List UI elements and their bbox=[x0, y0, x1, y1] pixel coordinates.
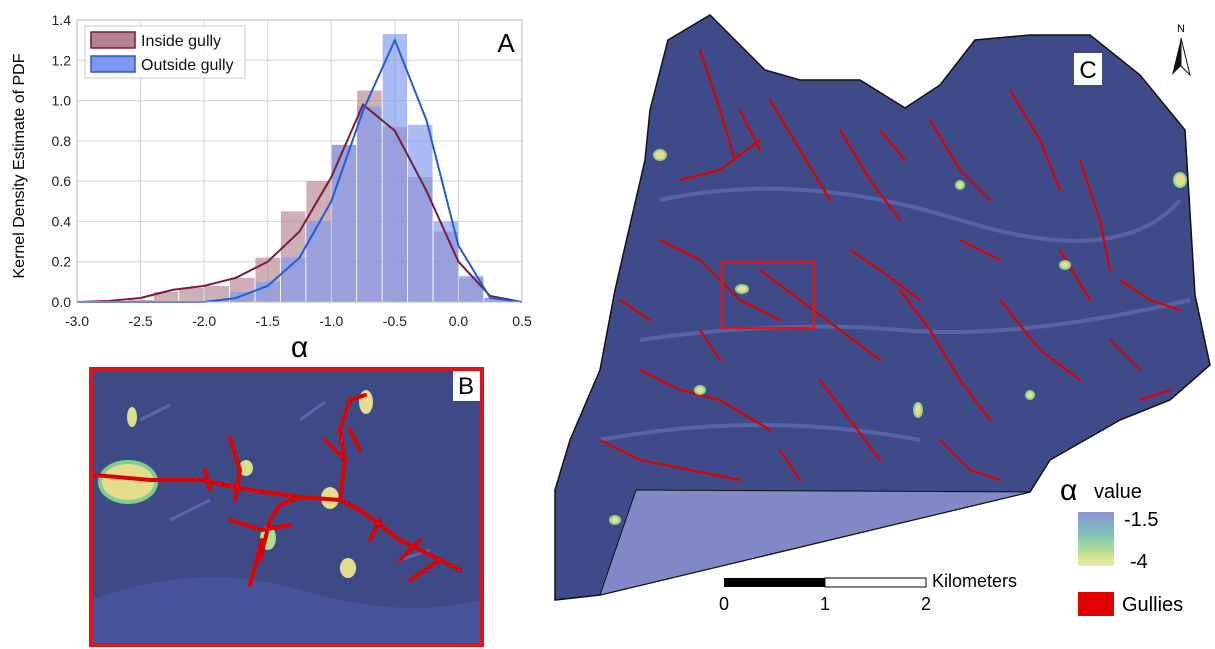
x-tick-label: -3.0 bbox=[65, 313, 89, 329]
bar bbox=[153, 291, 179, 302]
kde-line bbox=[76, 102, 523, 303]
y-tick-label: 0.6 bbox=[52, 173, 72, 189]
gully bbox=[598, 48, 1182, 482]
terrain bbox=[139, 400, 431, 562]
legend-high: -1.5 bbox=[1124, 509, 1158, 531]
bar bbox=[408, 124, 433, 302]
panel-c: C N Kilometers 0 1 2 α value -1.5 -4 Gul… bbox=[554, 14, 1211, 616]
scale-bar bbox=[824, 577, 927, 588]
legend-title: value bbox=[1094, 481, 1142, 503]
x-tick-label: -2.0 bbox=[192, 313, 216, 329]
x-tick-label: 0.0 bbox=[449, 313, 469, 329]
alpha-patch bbox=[98, 460, 158, 504]
map-b-content bbox=[91, 390, 482, 645]
bar bbox=[204, 285, 230, 302]
x-tick-label: -1.5 bbox=[256, 313, 280, 329]
alpha-patch bbox=[127, 407, 137, 427]
bar bbox=[128, 299, 153, 302]
north-arrow bbox=[1180, 37, 1191, 77]
bar bbox=[280, 257, 306, 302]
panel-label: B bbox=[458, 373, 474, 400]
y-tick-label: 0.8 bbox=[52, 133, 72, 149]
y-tick-label: 0.4 bbox=[52, 213, 72, 229]
map-c-area bbox=[554, 14, 1211, 601]
bar bbox=[357, 106, 382, 302]
x-tick-label: 0.5 bbox=[512, 313, 532, 329]
gullies-swatch bbox=[1078, 592, 1114, 616]
plot-frame bbox=[76, 19, 523, 303]
y-axis-label: Kernel Density Estimate of PDF bbox=[11, 53, 28, 278]
alpha-patch bbox=[239, 460, 253, 476]
legend-swatch bbox=[90, 55, 136, 73]
legend-label: Outside gully bbox=[141, 57, 234, 74]
legend-symbol: α bbox=[1060, 474, 1077, 507]
bar bbox=[382, 34, 408, 302]
legend-gullies: Gullies bbox=[1122, 594, 1183, 616]
y-tick-label: 1.4 bbox=[52, 12, 72, 28]
y-tick-label: 0.2 bbox=[52, 254, 72, 270]
panel-label: C bbox=[1079, 57, 1096, 84]
x-tick-label: -1.0 bbox=[319, 313, 343, 329]
scale-label: 0 bbox=[719, 594, 729, 614]
x-axis-label: α bbox=[291, 331, 308, 364]
alpha-patch bbox=[340, 558, 356, 578]
legend-label: Inside gully bbox=[141, 33, 221, 50]
alpha-patches bbox=[609, 149, 1187, 525]
x-tick-label: -2.5 bbox=[129, 313, 153, 329]
label-box bbox=[453, 371, 480, 401]
inset-box bbox=[720, 260, 816, 330]
map-c-edge bbox=[599, 489, 1031, 596]
panel-b: B bbox=[89, 367, 484, 647]
panel-label: A bbox=[497, 28, 515, 58]
bar bbox=[484, 297, 509, 302]
terrain bbox=[91, 577, 482, 645]
north-label: N bbox=[1177, 23, 1185, 35]
bar bbox=[230, 291, 255, 302]
scale-label: 2 bbox=[921, 594, 931, 614]
bar bbox=[331, 144, 357, 302]
north-arrow bbox=[1172, 38, 1181, 75]
legend-low: -4 bbox=[1130, 551, 1148, 573]
y-tick-label: 1.0 bbox=[52, 93, 72, 109]
label-box bbox=[1074, 53, 1102, 85]
x-tick-label: -0.5 bbox=[383, 313, 407, 329]
scale-bar bbox=[724, 578, 825, 587]
y-tick-label: 1.2 bbox=[52, 52, 72, 68]
bar bbox=[255, 281, 280, 302]
legend-swatch bbox=[90, 31, 136, 49]
colorbar bbox=[1078, 512, 1114, 566]
y-tick-label: 0.0 bbox=[52, 294, 72, 310]
panel-b-border bbox=[89, 367, 484, 647]
gully bbox=[93, 393, 462, 587]
scale-unit: Kilometers bbox=[932, 571, 1017, 591]
bar bbox=[179, 287, 204, 302]
bar bbox=[306, 221, 331, 302]
panel-a: 0.0 0.2 0.4 0.6 0.8 1.0 1.2 1.4 -3.0 -2.5 -2.0 -1.5… bbox=[11, 12, 532, 364]
scale-label: 1 bbox=[820, 594, 830, 614]
